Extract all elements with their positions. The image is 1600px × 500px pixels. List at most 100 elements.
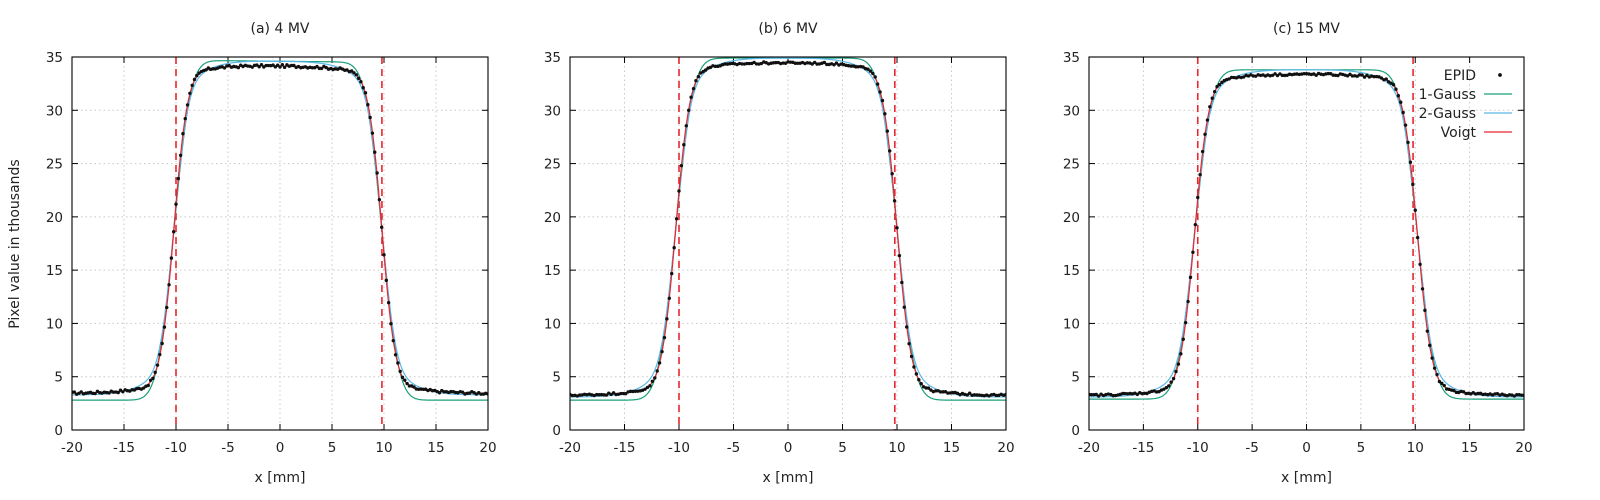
epid-point	[611, 391, 616, 395]
epid-point	[609, 392, 613, 397]
x-tick-label: 20	[479, 440, 496, 456]
y-tick-label: 25	[46, 157, 63, 173]
x-tick-label: -5	[1245, 440, 1258, 456]
epid-point	[155, 363, 160, 367]
epid-point	[116, 390, 120, 395]
legend: EPID 1-Gauss 2-Gauss Voigt	[1419, 68, 1512, 141]
y-tick-label: 25	[1063, 157, 1080, 173]
chart-panel-1: (a) 4 MV -20 -15 -10 -5 0 5 10 15 20 0 5 10 15 20 25 30 3…	[46, 21, 497, 486]
epid-point	[278, 65, 282, 69]
epid-point	[349, 69, 354, 73]
epid-point	[107, 391, 111, 395]
epid-point	[236, 65, 241, 70]
epid-point	[1372, 74, 1376, 79]
epid-point	[1396, 94, 1401, 98]
epid-point	[871, 71, 875, 76]
x-tick-label: 5	[328, 440, 337, 456]
epid-point	[815, 62, 819, 66]
epid-point	[713, 64, 718, 69]
series-line-voigt	[72, 65, 488, 394]
epid-point	[363, 91, 368, 95]
epid-point	[1169, 380, 1173, 384]
epid-point	[866, 67, 870, 71]
epid-point	[665, 317, 669, 321]
epid-point	[631, 389, 635, 394]
epid-point	[967, 391, 972, 395]
plot-frame	[71, 56, 489, 431]
epid-point	[1442, 383, 1446, 388]
epid-point	[1280, 73, 1285, 78]
x-tick-label: 20	[997, 440, 1014, 456]
epid-point	[1188, 275, 1193, 280]
epid-point	[691, 86, 696, 91]
x-tick-label: 10	[375, 440, 392, 456]
epid-point	[280, 63, 285, 67]
series-line-2-gauss	[570, 57, 1006, 398]
epid-point	[660, 349, 664, 354]
x-tick-label: 5	[1357, 440, 1366, 456]
epid-point	[941, 390, 945, 394]
x-tick-label: -15	[613, 440, 635, 456]
epid-point	[900, 280, 904, 285]
epid-point	[398, 369, 402, 374]
epid-point	[825, 62, 829, 67]
epid-point	[1399, 100, 1403, 104]
epid-point	[1403, 123, 1408, 127]
epid-point	[1391, 83, 1396, 87]
epid-point	[926, 386, 931, 390]
y-tick-label: 15	[544, 263, 561, 279]
panels: (a) 4 MV -20 -15 -10 -5 0 5 10 15 20 0 5 10 15 20 25 30 3…	[46, 21, 1533, 486]
epid-point	[633, 389, 638, 393]
epid-point	[1428, 343, 1432, 348]
x-tick-label: -20	[61, 440, 83, 456]
epid-point	[319, 66, 324, 71]
epid-point	[909, 354, 914, 359]
epid-point	[352, 71, 356, 75]
y-axis-label: Pixel value in thousands	[7, 159, 23, 328]
y-tick-label: 0	[54, 423, 63, 439]
epid-point	[883, 112, 887, 116]
epid-point	[662, 335, 667, 340]
y-tick-label: 10	[1063, 316, 1080, 332]
epid-point	[657, 361, 662, 365]
epid-point	[1348, 72, 1352, 77]
epid-point	[460, 390, 465, 394]
epid-point	[412, 385, 416, 389]
epid-point	[1406, 140, 1410, 145]
epid-point	[384, 278, 389, 283]
epid-point	[655, 369, 659, 373]
epid-point	[379, 225, 384, 229]
x-tick-label: 15	[943, 440, 960, 456]
x-axis-label: x [mm]	[763, 470, 814, 486]
epid-point	[72, 390, 77, 394]
x-tick-label: -10	[165, 440, 187, 456]
epid-point	[1440, 381, 1444, 386]
epid-point	[1461, 390, 1466, 394]
epid-point	[356, 76, 361, 81]
x-tick-label: 15	[427, 440, 444, 456]
epid-point	[1435, 372, 1439, 377]
x-tick-label: 15	[1461, 440, 1478, 456]
epid-point	[1415, 235, 1420, 240]
epid-point	[1208, 105, 1212, 109]
epid-point	[696, 74, 701, 79]
epid-point	[1423, 308, 1427, 313]
epid-point	[1121, 391, 1125, 396]
y-tick-label: 30	[544, 103, 561, 119]
epid-point	[1408, 160, 1413, 164]
epid-point	[674, 217, 679, 221]
epid-point	[1167, 384, 1171, 388]
epid-point	[670, 271, 674, 276]
epid-point	[1220, 80, 1224, 85]
epid-point	[146, 383, 150, 388]
epid-point	[1200, 149, 1205, 154]
epid-point	[141, 386, 146, 390]
epid-point	[745, 61, 749, 66]
epid-point	[938, 390, 943, 394]
legend-marker-epid	[1498, 73, 1502, 77]
epid-point	[1193, 222, 1198, 227]
epid-point	[171, 230, 176, 234]
epid-point	[1454, 390, 1459, 395]
epid-point	[160, 341, 164, 346]
plot-area	[570, 57, 1006, 430]
